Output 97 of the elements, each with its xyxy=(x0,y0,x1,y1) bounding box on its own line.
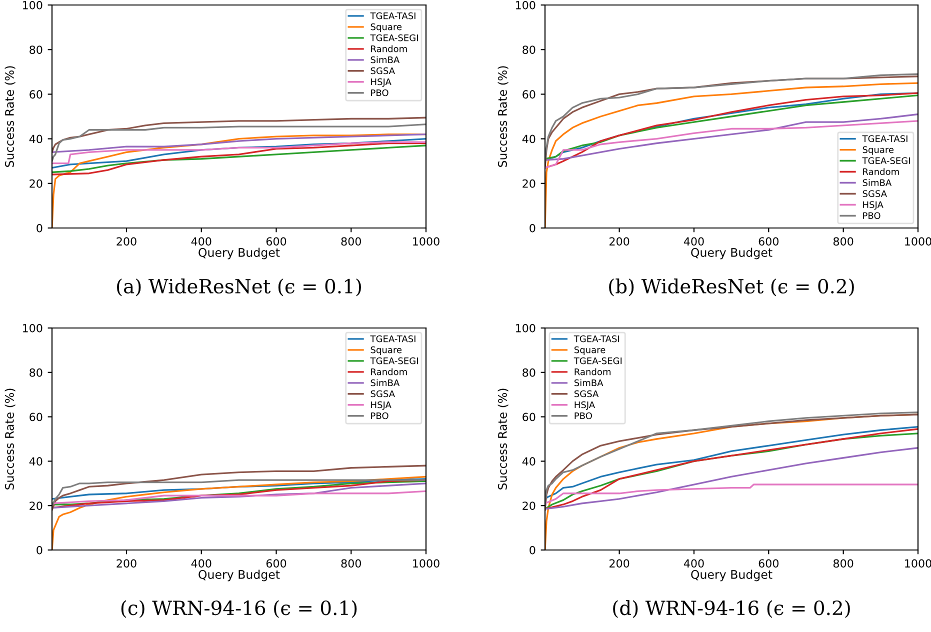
legend-label: SGSA xyxy=(574,390,599,398)
legend-label: HSJA xyxy=(371,401,392,410)
legend-label: SGSA xyxy=(370,390,395,398)
x-tick-label: 200 xyxy=(116,237,136,246)
legend-label: SimBA xyxy=(370,56,400,64)
x-tick-label: 200 xyxy=(116,559,136,568)
y-tick-label: 20 xyxy=(30,502,42,510)
legend-label: TGEA-SEGI xyxy=(574,357,622,364)
line-series xyxy=(52,490,426,504)
legend-label: TGEA-TASI xyxy=(574,335,620,342)
x-tick-label: 400 xyxy=(684,559,704,568)
legend-label: SimBA xyxy=(862,179,892,186)
y-tick-label: 0 xyxy=(36,546,42,554)
y-tick-label: 100 xyxy=(516,324,536,332)
legend-label: Random xyxy=(574,368,610,376)
y-axis-title: Success Rate (%) xyxy=(4,66,16,167)
x-tick-label: 1000 xyxy=(905,559,931,568)
y-tick-label: 0 xyxy=(530,546,536,554)
legend-label: Random xyxy=(371,368,407,376)
y-tick-label: 20 xyxy=(522,502,536,510)
legend-label: Square xyxy=(574,346,606,355)
legend-label: PBO xyxy=(371,89,388,96)
x-tick-label: 600 xyxy=(266,237,286,246)
y-tick-label: 0 xyxy=(530,224,536,232)
x-axis-title: Query Budget xyxy=(198,248,280,260)
line-series xyxy=(545,484,918,504)
x-axis-title: Query Budget xyxy=(198,570,280,582)
y-tick-label: 20 xyxy=(522,179,536,188)
legend-label: SimBA xyxy=(370,379,400,386)
y-tick-label: 40 xyxy=(29,134,42,144)
text: (d) WRN-94-16 (ϵ = 0.2) xyxy=(613,600,850,618)
x-tick-label: 200 xyxy=(610,237,630,246)
legend-label: TGEA-TASI xyxy=(862,135,908,142)
line-series xyxy=(52,123,426,162)
x-tick-label: 200 xyxy=(610,559,630,568)
text: (b) WideResNet (ϵ = 0.2) xyxy=(609,278,854,296)
legend-label: Random xyxy=(863,168,899,176)
text: (a) WideResNet (ϵ = 0.1) xyxy=(117,278,361,296)
line-series xyxy=(52,141,426,164)
legend-label: Square xyxy=(862,146,894,155)
legend-label: SGSA xyxy=(370,67,395,74)
line-series xyxy=(545,447,918,510)
legend-label: Random xyxy=(371,45,407,52)
legend-label: Square xyxy=(370,23,402,32)
x-tick-label: 600 xyxy=(758,559,779,568)
x-tick-label: 800 xyxy=(833,237,854,246)
legend-label: TGEA-SEGI xyxy=(862,157,910,164)
legend-label: TGEA-SEGI xyxy=(370,34,418,42)
legend-label: PBO xyxy=(574,412,592,420)
x-tick-label: 400 xyxy=(191,559,212,568)
legend-label: Square xyxy=(370,346,402,355)
line-series xyxy=(52,134,426,154)
line-series xyxy=(52,464,426,511)
y-tick-label: 40 xyxy=(29,457,42,466)
legend-label: HSJA xyxy=(574,401,596,410)
x-axis-title: Query Budget xyxy=(691,570,772,582)
legend-label: PBO xyxy=(371,412,388,420)
legend-label: HSJA xyxy=(863,201,884,210)
text: (c) WRN-94-16 (ϵ = 0.1) xyxy=(121,600,357,618)
y-axis-title: Success Rate (%) xyxy=(498,388,508,490)
x-tick-label: 1000 xyxy=(413,237,440,246)
y-axis-title: Success Rate (%) xyxy=(4,388,16,490)
line-series xyxy=(52,116,426,154)
y-tick-label: 60 xyxy=(522,412,536,422)
y-tick-label: 100 xyxy=(516,0,536,10)
y-tick-label: 100 xyxy=(22,0,42,10)
y-tick-label: 60 xyxy=(30,412,42,422)
x-axis-title: Query Budget xyxy=(691,248,772,260)
y-tick-label: 100 xyxy=(22,324,42,332)
x-tick-label: 600 xyxy=(266,559,286,568)
x-tick-label: 800 xyxy=(341,237,361,246)
legend-label: TGEA-TASI xyxy=(370,12,416,20)
legend-label: TGEA-SEGI xyxy=(370,357,418,364)
y-tick-label: 20 xyxy=(30,179,42,188)
x-tick-label: 400 xyxy=(191,237,212,246)
x-tick-label: 1000 xyxy=(905,237,931,246)
x-tick-label: 400 xyxy=(684,237,704,246)
y-tick-label: 40 xyxy=(522,457,536,466)
x-tick-label: 1000 xyxy=(413,559,440,568)
legend-label: SimBA xyxy=(574,379,604,386)
legend-label: HSJA xyxy=(371,78,392,87)
y-tick-label: 0 xyxy=(36,224,42,232)
y-axis-title: Success Rate (%) xyxy=(498,66,508,167)
y-tick-label: 80 xyxy=(522,46,536,54)
legend-label: SGSA xyxy=(862,190,887,198)
x-tick-label: 600 xyxy=(758,237,779,246)
legend-label: TGEA-TASI xyxy=(370,335,416,342)
x-tick-label: 800 xyxy=(341,559,361,568)
y-tick-label: 80 xyxy=(522,368,536,377)
y-tick-label: 60 xyxy=(522,90,536,99)
y-tick-label: 80 xyxy=(30,46,42,54)
x-tick-label: 800 xyxy=(833,559,854,568)
y-tick-label: 60 xyxy=(30,90,42,99)
line-series xyxy=(545,120,918,169)
y-tick-label: 40 xyxy=(522,134,536,144)
y-tick-label: 80 xyxy=(30,368,42,377)
legend-label: PBO xyxy=(863,212,880,220)
